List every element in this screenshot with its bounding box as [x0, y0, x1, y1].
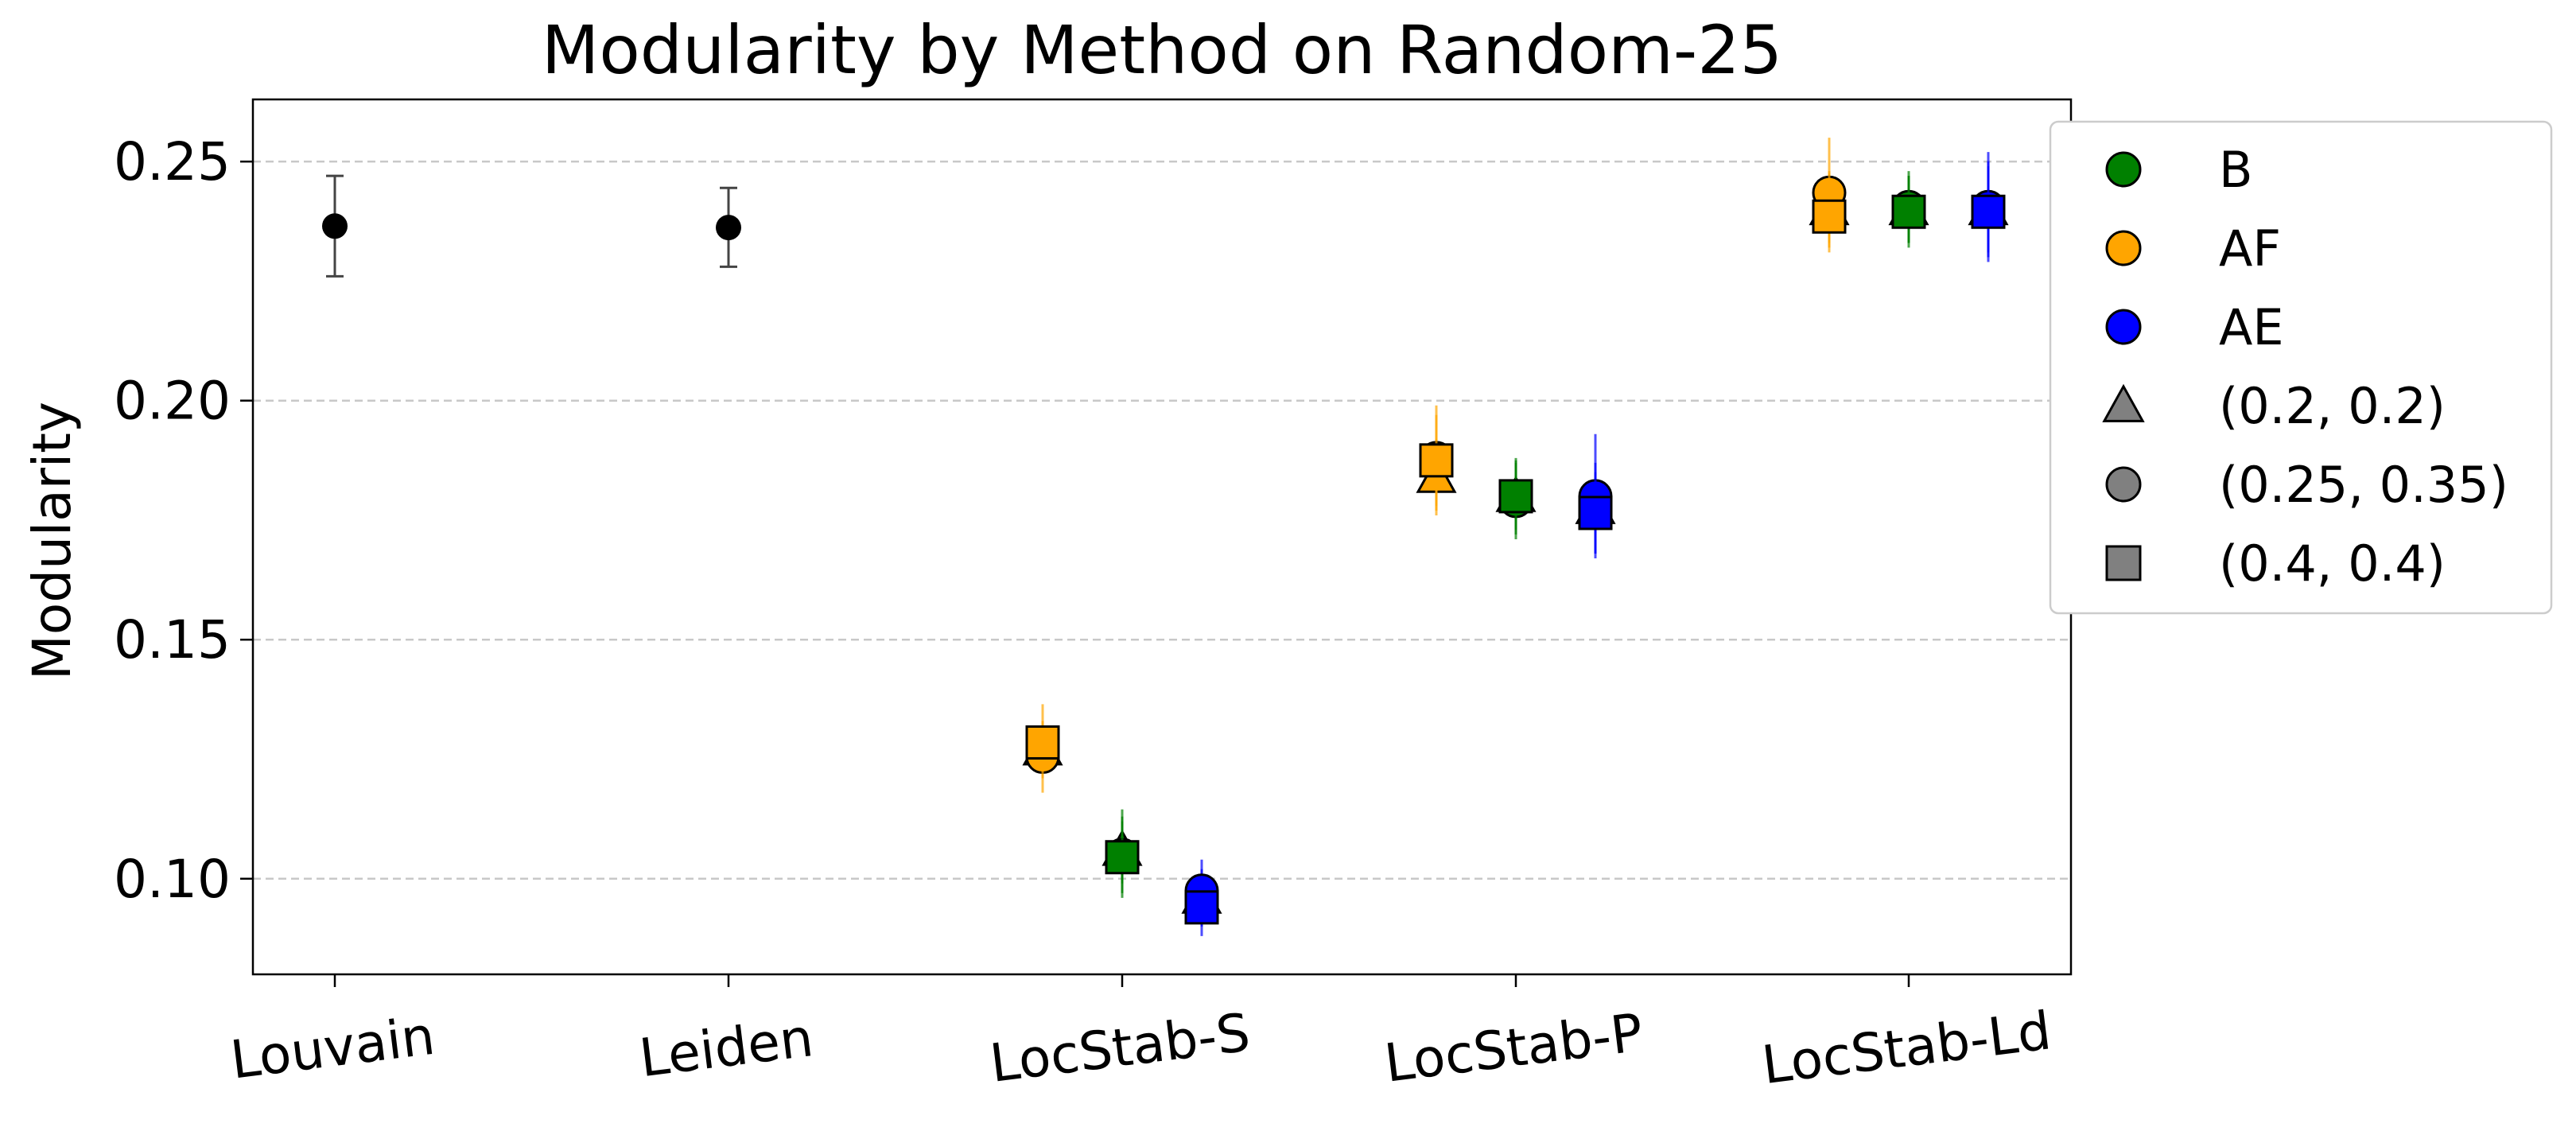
y-tick-label: 0.25	[114, 131, 231, 192]
y-tick-label: 0.20	[114, 371, 231, 432]
data-point	[1812, 199, 1847, 234]
x-tick-label: LocStab-S	[987, 1001, 1253, 1094]
legend-marker	[2105, 466, 2142, 503]
data-point	[1419, 443, 1454, 478]
legend-label: AF	[2219, 220, 2281, 278]
baseline-point	[322, 213, 348, 239]
y-tick-label: 0.10	[114, 849, 231, 910]
x-tick-label: LocStab-P	[1381, 1002, 1646, 1094]
data-point	[1891, 194, 1926, 229]
legend-marker	[2105, 151, 2142, 188]
legend-label: (0.2, 0.2)	[2219, 377, 2446, 435]
x-tick-label: LocStab-Ld	[1758, 1000, 2054, 1096]
grid-lines	[253, 160, 2071, 880]
legend-label: AE	[2219, 298, 2284, 356]
data-point	[1184, 890, 1219, 925]
y-axis-label: Modularity	[21, 402, 83, 680]
legend-frame	[2049, 120, 2553, 615]
data-point	[1498, 479, 1533, 514]
x-tick-label: Louvain	[227, 1005, 438, 1091]
legend-marker	[2105, 545, 2142, 581]
data-point	[1578, 496, 1613, 531]
legend: B AF AE (0.2, 0.2) (0.25, 0.35) (0.4, 0.4)	[2049, 120, 2553, 615]
y-tick-label: 0.15	[114, 609, 231, 671]
data-point	[1025, 725, 1060, 760]
x-tick-label: Leiden	[636, 1007, 817, 1089]
legend-marker	[2105, 230, 2142, 266]
chart-title: Modularity by Method on Random-25	[542, 11, 1782, 89]
legend-label: (0.4, 0.4)	[2219, 534, 2446, 593]
plot-background	[253, 99, 2071, 974]
legend-marker	[2105, 309, 2142, 345]
baseline-point	[716, 215, 741, 241]
legend-marker	[2102, 383, 2145, 422]
data-layer	[322, 138, 2009, 936]
data-point	[1105, 840, 1140, 875]
data-point	[1971, 194, 2006, 229]
legend-label: (0.25, 0.35)	[2219, 456, 2508, 514]
legend-label: B	[2219, 141, 2253, 199]
